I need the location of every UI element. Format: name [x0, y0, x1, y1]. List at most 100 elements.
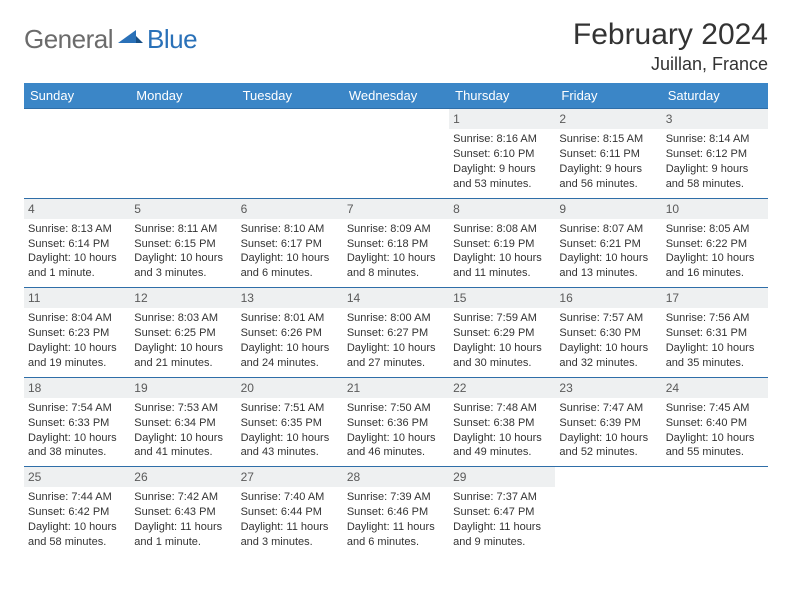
calendar-day-cell: 1Sunrise: 8:16 AMSunset: 6:10 PMDaylight… — [449, 109, 555, 199]
daylight-text: Daylight: 10 hours and 1 minute. — [28, 251, 126, 281]
daylight-text: Daylight: 10 hours and 11 minutes. — [453, 251, 551, 281]
sunrise-text: Sunrise: 8:01 AM — [241, 311, 339, 326]
daylight-text: Daylight: 10 hours and 55 minutes. — [666, 431, 764, 461]
sunrise-text: Sunrise: 7:40 AM — [241, 490, 339, 505]
calendar-day-cell: 21Sunrise: 7:50 AMSunset: 6:36 PMDayligh… — [343, 377, 449, 467]
sunrise-text: Sunrise: 7:53 AM — [134, 401, 232, 416]
calendar-day-cell: 4Sunrise: 8:13 AMSunset: 6:14 PMDaylight… — [24, 198, 130, 288]
weekday-header: Sunday — [24, 83, 130, 109]
calendar-day-cell: 27Sunrise: 7:40 AMSunset: 6:44 PMDayligh… — [237, 467, 343, 556]
day-number: 4 — [24, 199, 130, 219]
calendar-day-cell — [130, 109, 236, 199]
sunset-text: Sunset: 6:19 PM — [453, 237, 551, 252]
daylight-text: Daylight: 10 hours and 16 minutes. — [666, 251, 764, 281]
calendar-day-cell: 19Sunrise: 7:53 AMSunset: 6:34 PMDayligh… — [130, 377, 236, 467]
weekday-header-row: Sunday Monday Tuesday Wednesday Thursday… — [24, 83, 768, 109]
day-number: 2 — [555, 109, 661, 129]
sunset-text: Sunset: 6:34 PM — [134, 416, 232, 431]
daylight-text: Daylight: 10 hours and 32 minutes. — [559, 341, 657, 371]
day-number: 23 — [555, 378, 661, 398]
sunrise-text: Sunrise: 8:00 AM — [347, 311, 445, 326]
calendar-day-cell: 25Sunrise: 7:44 AMSunset: 6:42 PMDayligh… — [24, 467, 130, 556]
daylight-text: Daylight: 10 hours and 6 minutes. — [241, 251, 339, 281]
calendar-day-cell: 24 Sunrise: 7:45 AMSunset: 6:40 PMDayligh… — [662, 377, 768, 467]
day-number: 22 — [449, 378, 555, 398]
daylight-text: Daylight: 10 hours and 3 minutes. — [134, 251, 232, 281]
sunset-text: Sunset: 6:11 PM — [559, 147, 657, 162]
calendar-day-cell: 11Sunrise: 8:04 AMSunset: 6:23 PMDayligh… — [24, 288, 130, 378]
logo: General Blue — [24, 24, 197, 55]
daylight-text: Daylight: 10 hours and 58 minutes. — [28, 520, 126, 550]
sunset-text: Sunset: 6:12 PM — [666, 147, 764, 162]
sunrise-text: Sunrise: 8:10 AM — [241, 222, 339, 237]
calendar-day-cell: 14Sunrise: 8:00 AMSunset: 6:27 PMDayligh… — [343, 288, 449, 378]
day-number: 11 — [24, 288, 130, 308]
daylight-text: Daylight: 11 hours and 6 minutes. — [347, 520, 445, 550]
calendar-day-cell: 29Sunrise: 7:37 AMSunset: 6:47 PMDayligh… — [449, 467, 555, 556]
day-number: 17 — [662, 288, 768, 308]
calendar-day-cell: 16Sunrise: 7:57 AMSunset: 6:30 PMDayligh… — [555, 288, 661, 378]
day-number: 28 — [343, 467, 449, 487]
daylight-text: Daylight: 10 hours and 43 minutes. — [241, 431, 339, 461]
sunrise-text: Sunrise: 7:44 AM — [28, 490, 126, 505]
sunrise-text: Sunrise: 7:57 AM — [559, 311, 657, 326]
location: Juillan, France — [573, 54, 768, 75]
calendar-day-cell: 2Sunrise: 8:15 AMSunset: 6:11 PMDaylight… — [555, 109, 661, 199]
sunrise-text: Sunrise: 7:59 AM — [453, 311, 551, 326]
sunset-text: Sunset: 6:47 PM — [453, 505, 551, 520]
day-number: 24 — [662, 378, 768, 398]
daylight-text: Daylight: 10 hours and 21 minutes. — [134, 341, 232, 371]
sunset-text: Sunset: 6:22 PM — [666, 237, 764, 252]
daylight-text: Daylight: 10 hours and 13 minutes. — [559, 251, 657, 281]
day-number: 3 — [662, 109, 768, 129]
logo-text-general: General — [24, 24, 113, 55]
day-number: 18 — [24, 378, 130, 398]
day-number: 13 — [237, 288, 343, 308]
sunset-text: Sunset: 6:17 PM — [241, 237, 339, 252]
calendar-day-cell: 12Sunrise: 8:03 AMSunset: 6:25 PMDayligh… — [130, 288, 236, 378]
title-block: February 2024 Juillan, France — [573, 18, 768, 75]
day-number: 12 — [130, 288, 236, 308]
calendar-table: Sunday Monday Tuesday Wednesday Thursday… — [24, 83, 768, 556]
day-number: 29 — [449, 467, 555, 487]
day-number: 6 — [237, 199, 343, 219]
sunset-text: Sunset: 6:25 PM — [134, 326, 232, 341]
day-number: 15 — [449, 288, 555, 308]
day-number: 16 — [555, 288, 661, 308]
sunrise-text: Sunrise: 7:47 AM — [559, 401, 657, 416]
daylight-text: Daylight: 10 hours and 35 minutes. — [666, 341, 764, 371]
sunrise-text: Sunrise: 7:45 AM — [666, 401, 764, 416]
sunset-text: Sunset: 6:18 PM — [347, 237, 445, 252]
calendar-day-cell: 8Sunrise: 8:08 AMSunset: 6:19 PMDaylight… — [449, 198, 555, 288]
calendar-day-cell: 10Sunrise: 8:05 AMSunset: 6:22 PMDayligh… — [662, 198, 768, 288]
sunrise-text: Sunrise: 8:04 AM — [28, 311, 126, 326]
calendar-day-cell: 6 Sunrise: 8:10 AMSunset: 6:17 PMDaylight… — [237, 198, 343, 288]
daylight-text: Daylight: 10 hours and 52 minutes. — [559, 431, 657, 461]
sunrise-text: Sunrise: 8:15 AM — [559, 132, 657, 147]
sunset-text: Sunset: 6:31 PM — [666, 326, 764, 341]
daylight-text: Daylight: 10 hours and 8 minutes. — [347, 251, 445, 281]
day-number: 8 — [449, 199, 555, 219]
daylight-text: Daylight: 10 hours and 38 minutes. — [28, 431, 126, 461]
daylight-text: Daylight: 10 hours and 46 minutes. — [347, 431, 445, 461]
sunset-text: Sunset: 6:40 PM — [666, 416, 764, 431]
calendar-day-cell: 15 Sunrise: 7:59 AMSunset: 6:29 PMDayligh… — [449, 288, 555, 378]
daylight-text: Daylight: 10 hours and 30 minutes. — [453, 341, 551, 371]
weekday-header: Monday — [130, 83, 236, 109]
weekday-header: Tuesday — [237, 83, 343, 109]
logo-mark-icon — [118, 27, 144, 52]
daylight-text: Daylight: 10 hours and 19 minutes. — [28, 341, 126, 371]
sunset-text: Sunset: 6:43 PM — [134, 505, 232, 520]
daylight-text: Daylight: 11 hours and 1 minute. — [134, 520, 232, 550]
sunset-text: Sunset: 6:33 PM — [28, 416, 126, 431]
daylight-text: Daylight: 9 hours and 58 minutes. — [666, 162, 764, 192]
day-number: 14 — [343, 288, 449, 308]
sunset-text: Sunset: 6:29 PM — [453, 326, 551, 341]
weekday-header: Saturday — [662, 83, 768, 109]
daylight-text: Daylight: 10 hours and 27 minutes. — [347, 341, 445, 371]
sunset-text: Sunset: 6:44 PM — [241, 505, 339, 520]
day-number: 9 — [555, 199, 661, 219]
calendar-day-cell: 18Sunrise: 7:54 AMSunset: 6:33 PMDayligh… — [24, 377, 130, 467]
calendar-day-cell: 5Sunrise: 8:11 AMSunset: 6:15 PMDaylight… — [130, 198, 236, 288]
sunset-text: Sunset: 6:35 PM — [241, 416, 339, 431]
